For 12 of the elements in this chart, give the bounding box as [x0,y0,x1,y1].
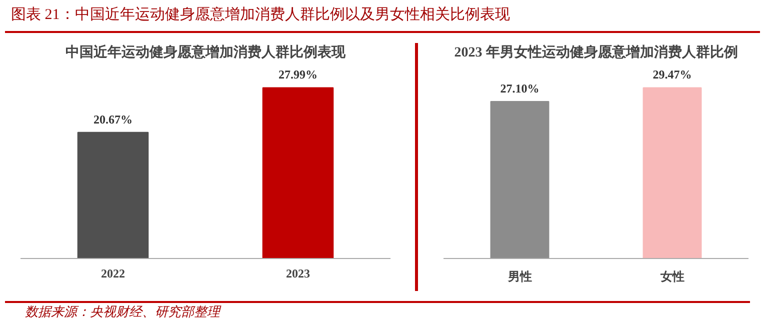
data-label: 27.99% [278,68,318,82]
x-tick-label: 2022 [101,266,125,280]
source-note: 数据来源：央视财经、研究部整理 [25,303,220,321]
chart-title: 2023 年男女性运动健身愿意增加消费人群比例 [454,44,738,60]
x-tick-label: 女性 [659,270,684,284]
data-label: 29.47% [652,68,692,82]
data-label: 20.67% [94,112,132,126]
chart-title: 中国近年运动健身愿意增加消费人群比例表现 [66,44,346,60]
x-tick-label: 2023 [286,266,310,280]
x-tick-label: 男性 [506,270,532,284]
data-label: 27.10% [500,81,540,96]
text: 图表 21：中国近年运动健身愿意增加消费人群比例以及男女性相关比例表现 [11,6,510,25]
